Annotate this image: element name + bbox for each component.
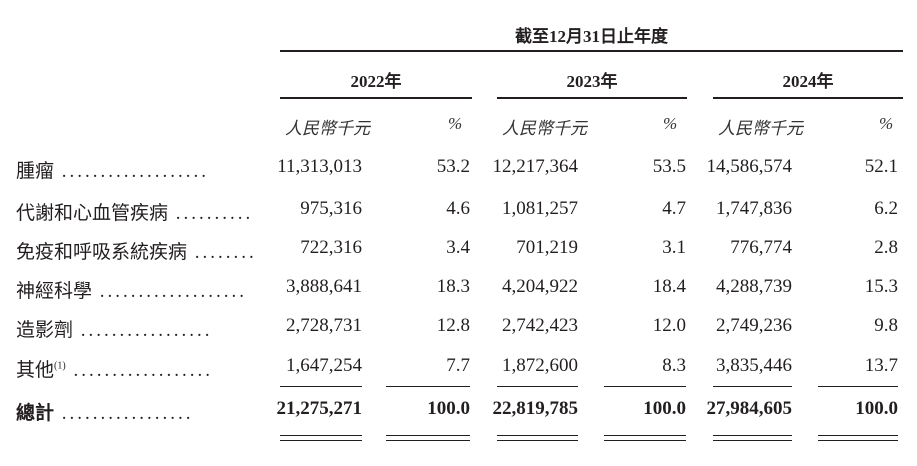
percent-cell: 12.8 — [436, 315, 470, 336]
amount-cell: 4,288,739 — [716, 276, 792, 297]
subtotal-rule — [713, 386, 792, 387]
percent-cell: 7.7 — [446, 355, 470, 376]
percent-cell: 3.1 — [662, 237, 686, 258]
amount-cell: 1,647,254 — [286, 355, 362, 376]
divider — [280, 97, 472, 99]
amount-cell: 776,774 — [730, 237, 792, 258]
percent-cell: 52.1 — [864, 156, 898, 177]
percent-cell: 3.4 — [446, 237, 470, 258]
year-header: 2024年 — [782, 72, 834, 91]
total-cell: 21,275,271 — [276, 398, 363, 419]
percent-cell: 9.8 — [874, 315, 898, 336]
amount-cell: 975,316 — [300, 198, 362, 219]
percent-label: % — [663, 114, 678, 133]
percent-cell: 53.5 — [652, 156, 686, 177]
percent-cell: 53.2 — [436, 156, 470, 177]
percent-cell: 6.2 — [874, 198, 898, 219]
percent-label: % — [448, 114, 463, 133]
row-label: 造影劑 ................. — [16, 320, 213, 341]
subtotal-rule — [497, 386, 578, 387]
year-header: 2022年 — [350, 72, 402, 91]
amount-cell: 3,888,641 — [286, 276, 362, 297]
total-cell: 100.0 — [427, 398, 470, 419]
percent-cell: 4.6 — [446, 198, 470, 219]
total-double-rule — [713, 435, 792, 436]
subtotal-rule — [280, 386, 362, 387]
percent-cell: 4.7 — [662, 198, 686, 219]
year-header: 2023年 — [566, 72, 618, 91]
total-double-rule — [818, 440, 898, 441]
total-cell: 27,984,605 — [706, 398, 793, 419]
row-label: 免疫和呼吸系統疾病 ........ — [16, 242, 257, 263]
total-label: 總計 ................. — [16, 403, 194, 424]
total-double-rule — [604, 435, 686, 436]
subtotal-rule — [818, 386, 898, 387]
total-double-rule — [386, 435, 470, 436]
percent-cell: 2.8 — [874, 237, 898, 258]
total-double-rule — [497, 440, 578, 441]
unit-label: 人民幣千元 — [285, 119, 370, 138]
amount-cell: 1,081,257 — [502, 198, 578, 219]
total-cell: 100.0 — [643, 398, 686, 419]
unit-label: 人民幣千元 — [502, 119, 587, 138]
total-double-rule — [280, 435, 362, 436]
amount-cell: 2,742,423 — [502, 315, 578, 336]
amount-cell: 14,586,574 — [706, 156, 793, 177]
subtotal-rule — [386, 386, 470, 387]
divider — [497, 97, 687, 99]
percent-cell: 13.7 — [864, 355, 898, 376]
amount-cell: 4,204,922 — [502, 276, 578, 297]
row-label: 代謝和心血管疾病 .......... — [16, 203, 254, 224]
amount-cell: 1,747,836 — [716, 198, 792, 219]
total-double-rule — [604, 440, 686, 441]
row-label: 神經科學 ................... — [16, 281, 248, 302]
amount-cell: 2,749,236 — [716, 315, 792, 336]
percent-cell: 18.4 — [652, 276, 686, 297]
total-double-rule — [497, 435, 578, 436]
table-title: 截至12月31日止年度 — [515, 27, 668, 46]
total-double-rule — [713, 440, 792, 441]
percent-cell: 18.3 — [436, 276, 470, 297]
percent-cell: 12.0 — [652, 315, 686, 336]
amount-cell: 2,728,731 — [286, 315, 362, 336]
row-label: 其他(1) .................. — [16, 360, 213, 381]
divider — [713, 97, 903, 99]
total-double-rule — [818, 435, 898, 436]
amount-cell: 701,219 — [516, 237, 578, 258]
total-double-rule — [386, 440, 470, 441]
total-cell: 100.0 — [855, 398, 898, 419]
subtotal-rule — [604, 386, 686, 387]
amount-cell: 1,872,600 — [502, 355, 578, 376]
total-cell: 22,819,785 — [492, 398, 579, 419]
amount-cell: 12,217,364 — [492, 156, 579, 177]
unit-label: 人民幣千元 — [718, 119, 803, 138]
total-double-rule — [280, 440, 362, 441]
amount-cell: 722,316 — [300, 237, 362, 258]
amount-cell: 11,313,013 — [277, 156, 362, 177]
percent-cell: 8.3 — [662, 355, 686, 376]
amount-cell: 3,835,446 — [716, 355, 792, 376]
divider — [280, 50, 903, 52]
percent-label: % — [879, 114, 894, 133]
row-label: 腫瘤 ................... — [16, 161, 210, 182]
percent-cell: 15.3 — [864, 276, 898, 297]
